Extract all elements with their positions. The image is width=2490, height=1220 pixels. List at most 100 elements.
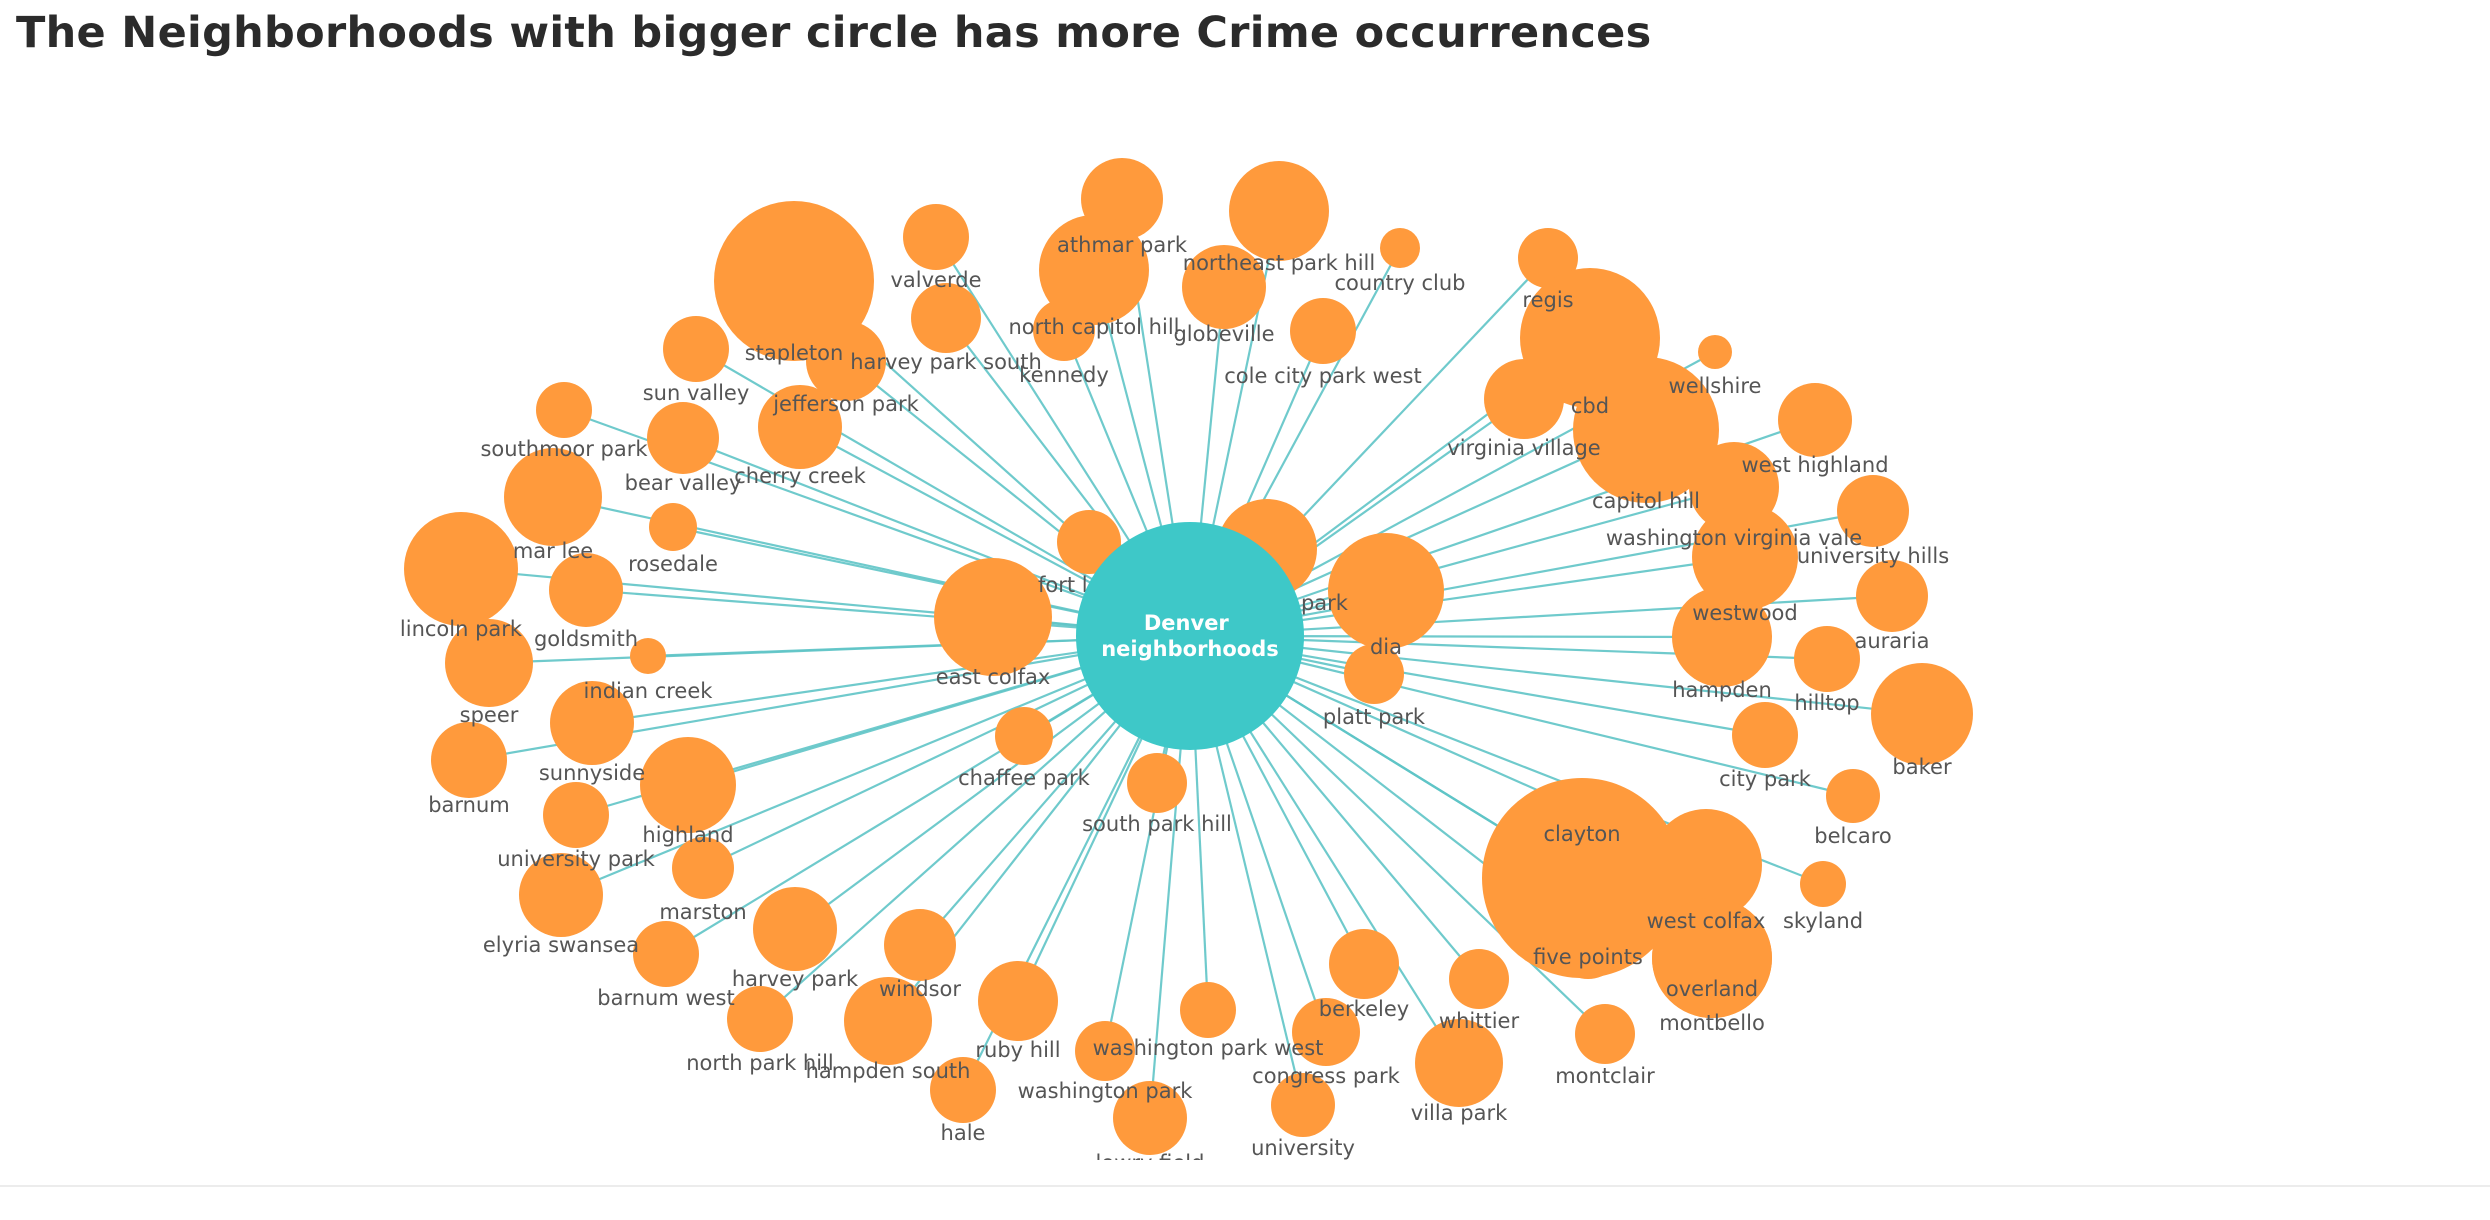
node-congress-park[interactable] [1292,998,1360,1066]
node-university-hills[interactable] [1837,475,1909,547]
node-dia[interactable] [1328,533,1444,649]
node-northeast-park-hill[interactable] [1229,161,1329,261]
node-platt-park[interactable] [1344,644,1404,704]
node-berkeley[interactable] [1329,929,1399,999]
node-sunnyside[interactable] [550,681,634,765]
node-label-speer: speer [460,703,519,727]
node-ruby-hill[interactable] [978,961,1058,1041]
node-cole-city-park-west[interactable] [1290,298,1356,364]
node-label-marston: marston [659,900,746,924]
node-label-baker: baker [1892,755,1952,779]
node-valverde[interactable] [903,204,969,270]
node-windsor[interactable] [884,909,956,981]
node-belcaro[interactable] [1826,769,1880,823]
node-west-highland[interactable] [1778,383,1852,457]
center-circle[interactable] [1076,522,1304,750]
node-label-barnum-west: barnum west [597,986,734,1010]
node-city-park[interactable] [1732,702,1798,768]
node-barnum[interactable] [431,722,507,798]
node-label-chaffee-park: chaffee park [958,766,1091,790]
node-washington-park[interactable] [1075,1021,1135,1081]
node-label-rosedale: rosedale [628,552,718,576]
node-lincoln-park[interactable] [404,512,518,626]
node-label-montclair: montclair [1555,1064,1655,1088]
center-label-line: Denver [1144,611,1230,635]
node-label-lowry-field: lowry field [1096,1151,1205,1175]
node-elyria-swansea[interactable] [519,853,603,937]
node-skyland[interactable] [1800,861,1846,907]
node-university-park[interactable] [543,782,609,848]
node-label-sun-valley: sun valley [643,381,750,405]
node-speer[interactable] [445,619,533,707]
node-label-montbello: montbello [1659,1011,1765,1035]
node-five-points[interactable] [1553,909,1623,979]
node-label-capitol-hill: capitol hill [1592,489,1700,513]
node-sun-valley[interactable] [663,316,729,382]
node-capitol-hill[interactable] [1573,357,1719,503]
node-label-hampden: hampden [1672,678,1772,702]
node-marston[interactable] [672,837,734,899]
node-hale[interactable] [930,1057,996,1123]
node-auraria[interactable] [1856,560,1928,632]
node-hilltop[interactable] [1794,626,1860,692]
node-east-colfax[interactable] [934,558,1052,676]
node-goldsmith[interactable] [549,553,623,627]
node-north-capitol-hill[interactable] [1039,215,1149,325]
node-west-colfax[interactable] [1650,809,1762,921]
node-indian-creek[interactable] [630,638,666,674]
node-cherry-creek[interactable] [758,385,842,469]
node-label-wellshire: wellshire [1669,374,1762,398]
node-label-mar-lee: mar lee [513,539,593,563]
node-jefferson-park[interactable] [806,321,886,401]
node-harvey-park-south[interactable] [911,283,981,353]
node-whittier[interactable] [1449,949,1509,1009]
node-bear-valley[interactable] [647,402,719,474]
node-highland[interactable] [640,737,736,833]
node-university[interactable] [1271,1073,1335,1137]
node-kennedy[interactable] [1033,299,1095,361]
node-harvey-park[interactable] [753,887,837,971]
node-label-south-park-hill: south park hill [1082,812,1232,836]
node-stapleton[interactable] [714,201,874,361]
node-regis[interactable] [1518,228,1578,288]
node-montclair[interactable] [1575,1004,1635,1064]
node-washington-park-west[interactable] [1180,982,1236,1038]
node-label-globeville: globeville [1173,322,1274,346]
node-virginia-village[interactable] [1484,359,1564,439]
node-villa-park[interactable] [1415,1019,1503,1107]
node-label-stapleton: stapleton [745,341,844,365]
node-chaffee-park[interactable] [995,707,1053,765]
node-label-elyria-swansea: elyria swansea [483,933,639,957]
node-label-bear-valley: bear valley [625,471,742,495]
node-baker[interactable] [1871,663,1973,765]
node-label-clayton: clayton [1543,822,1620,846]
node-label-city-park: city park [1719,767,1812,791]
center-node[interactable]: Denver neighborhoods [1076,522,1304,750]
node-label-indian-creek: indian creek [584,679,714,703]
node-label-auraria: auraria [1854,629,1929,653]
node-label-northeast-park-hill: northeast park hill [1183,251,1375,275]
node-montbello[interactable] [1652,898,1772,1018]
node-mar-lee[interactable] [504,448,602,546]
node-westwood[interactable] [1692,504,1798,610]
node-lowry-field[interactable] [1113,1081,1187,1155]
node-wellshire[interactable] [1698,335,1732,369]
node-hampden-south[interactable] [844,977,932,1065]
node-globeville[interactable] [1182,245,1266,329]
node-hampden[interactable] [1672,587,1772,687]
node-label-hilltop: hilltop [1794,691,1859,715]
node-label-berkeley: berkeley [1319,997,1409,1021]
node-label-villa-park: villa park [1411,1101,1508,1125]
node-label-university-hills: university hills [1797,544,1949,568]
node-label-university: university [1251,1136,1355,1160]
node-label-goldsmith: goldsmith [534,627,638,651]
node-rosedale[interactable] [649,503,697,551]
node-south-park-hill[interactable] [1127,753,1187,813]
node-fort-logan[interactable] [1057,510,1121,574]
node-clayton[interactable] [1482,778,1682,978]
node-north-park-hill[interactable] [727,986,793,1052]
node-country-club[interactable] [1380,228,1420,268]
node-barnum-west[interactable] [633,921,699,987]
node-label-congress-park: congress park [1252,1064,1401,1088]
node-southmoor-park[interactable] [536,382,592,438]
